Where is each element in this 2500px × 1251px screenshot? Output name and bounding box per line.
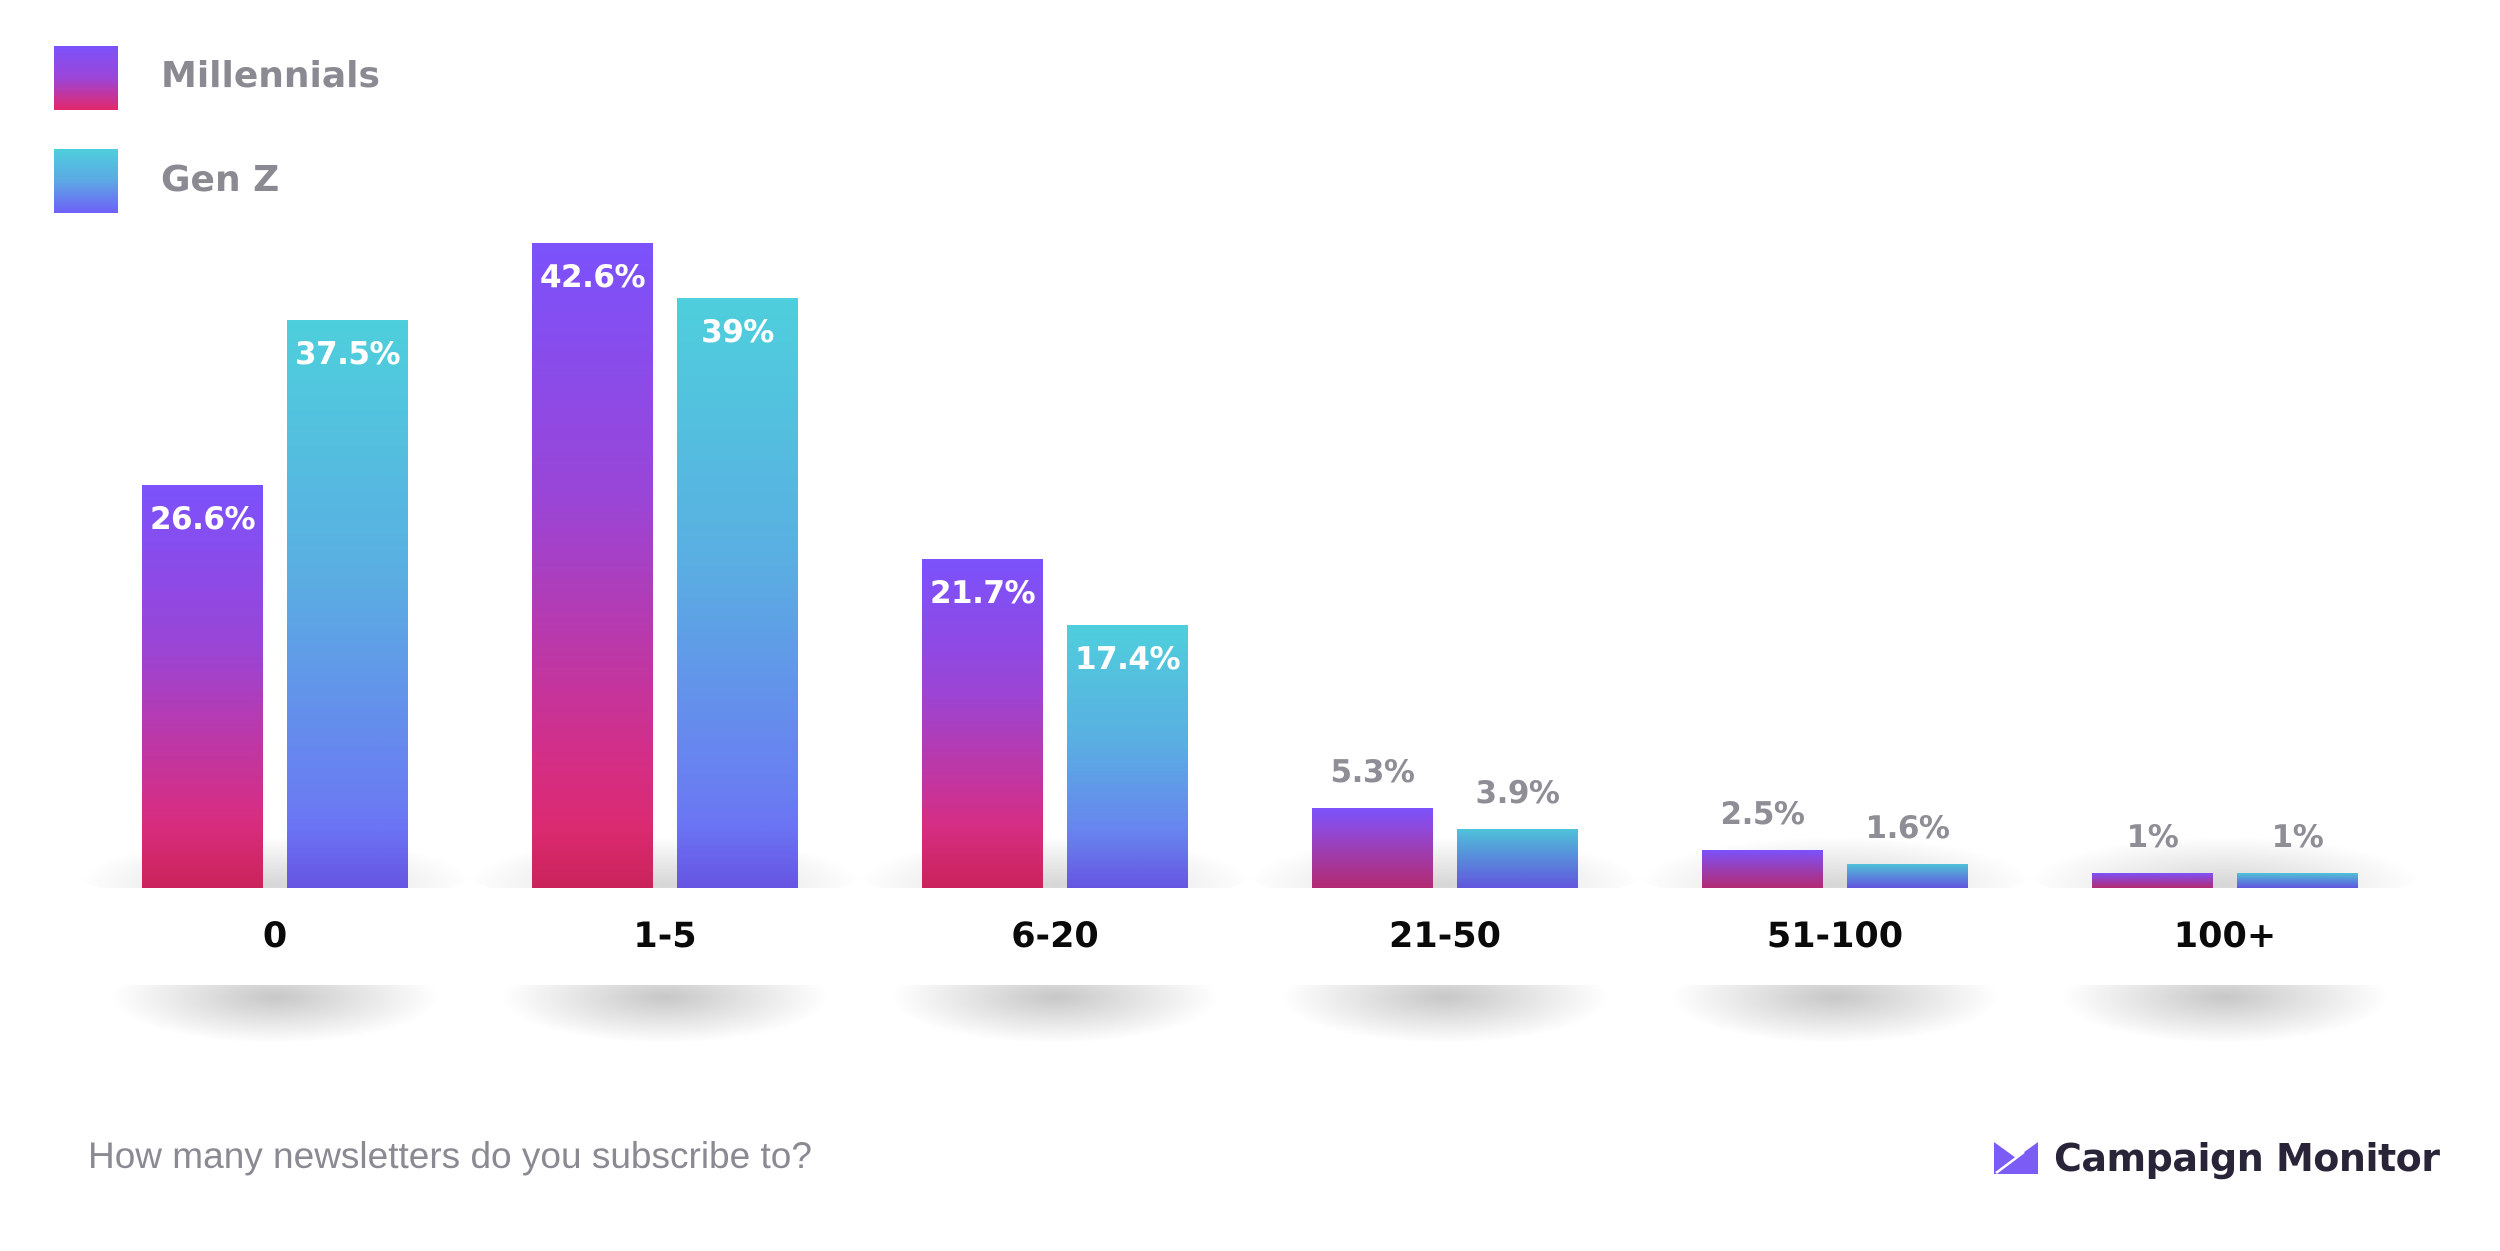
bar-millennials-51-100 (1702, 850, 1823, 888)
bar-genz-0 (287, 320, 408, 888)
bar-value-label: 39% (701, 314, 774, 350)
bar-value-label: 2.5% (1720, 796, 1805, 832)
category-shadow (885, 985, 1225, 1045)
legend-swatch-millennials (54, 46, 118, 110)
bar-value-label: 21.7% (929, 575, 1036, 611)
category-label: 21-50 (1389, 916, 1501, 956)
category-label: 51-100 (1766, 916, 1904, 956)
bar-value-label: 26.6% (149, 501, 256, 537)
legend-label-genz: Gen Z (161, 159, 280, 200)
bar-value-label: 1% (2126, 819, 2179, 855)
bar-genz-100+ (2237, 873, 2358, 888)
category-label: 1-5 (633, 916, 697, 956)
category-label: 6-20 (1011, 916, 1099, 956)
bar-millennials-1-5 (532, 243, 653, 888)
bar-genz-51-100 (1847, 864, 1968, 888)
legend-swatch-genz (54, 149, 118, 213)
envelope-logo-icon (1994, 1142, 2038, 1174)
bar-millennials-6-20 (922, 559, 1043, 888)
chart-caption: How many newsletters do you subscribe to… (88, 1135, 812, 1176)
bar-value-label: 3.9% (1475, 775, 1560, 811)
brand-logo: Campaign Monitor (1994, 1136, 2440, 1180)
category-label-panel (90, 888, 2430, 985)
category-label: 100+ (2173, 916, 2277, 956)
bar-value-label: 1.6% (1865, 810, 1950, 846)
category-shadow (1665, 985, 2005, 1045)
category-label: 0 (262, 916, 288, 956)
category-shadow (1275, 985, 1615, 1045)
bar-millennials-100+ (2092, 873, 2213, 888)
category-shadow (2055, 985, 2395, 1045)
bar-value-label: 37.5% (294, 336, 401, 372)
legend-label-millennials: Millennials (161, 55, 380, 96)
bar-value-label: 42.6% (539, 259, 646, 295)
bar-genz-1-5 (677, 298, 798, 888)
bar-genz-21-50 (1457, 829, 1578, 888)
brand-name: Campaign Monitor (2054, 1136, 2440, 1180)
category-shadow (105, 985, 445, 1045)
bar-value-label: 5.3% (1330, 754, 1415, 790)
bar-millennials-21-50 (1312, 808, 1433, 888)
bar-value-label: 17.4% (1074, 641, 1181, 677)
category-shadow (495, 985, 835, 1045)
bar-millennials-0 (142, 485, 263, 888)
bar-genz-6-20 (1067, 625, 1188, 888)
bar-value-label: 1% (2271, 819, 2324, 855)
